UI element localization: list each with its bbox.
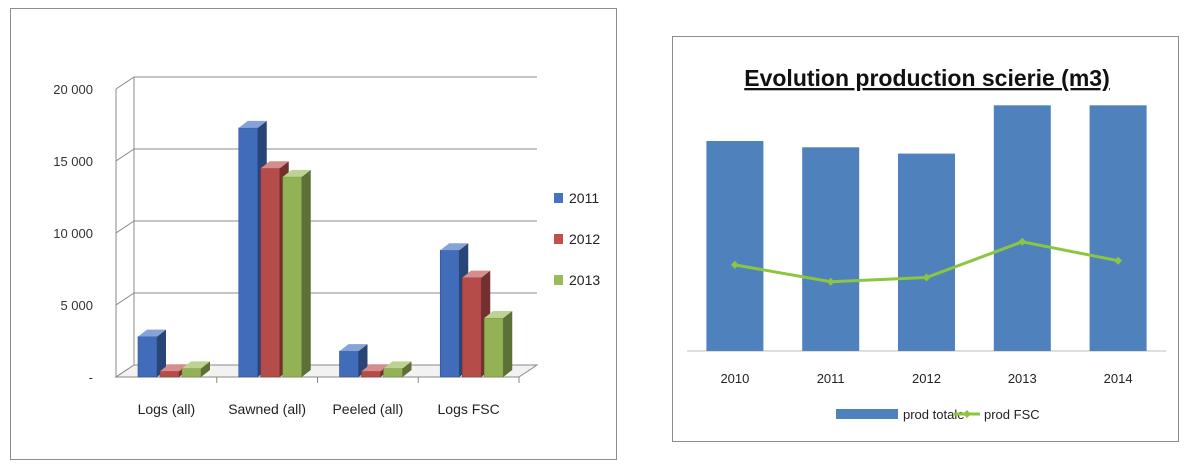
y-tick-label: - bbox=[89, 370, 93, 385]
line-point bbox=[1018, 237, 1027, 246]
bar bbox=[898, 153, 955, 351]
legend-marker bbox=[963, 410, 971, 418]
chart-panel-left: - 5 000 10 000 15 000 20 000 Logs (all) Sawned… bbox=[10, 8, 617, 460]
bar bbox=[439, 249, 460, 378]
bar bbox=[137, 336, 158, 378]
gridline-side bbox=[115, 220, 135, 234]
bar-top bbox=[339, 344, 368, 352]
legend-swatch bbox=[554, 234, 563, 244]
bar-side bbox=[402, 361, 412, 377]
x-tick-label: 2012 bbox=[912, 371, 941, 386]
y-tick-label: 10 000 bbox=[53, 226, 93, 241]
x-tick-label: Sawned (all) bbox=[228, 401, 306, 417]
x-tick-label: 2011 bbox=[817, 371, 845, 386]
bar bbox=[339, 350, 359, 378]
bar-top bbox=[238, 120, 267, 128]
bar bbox=[802, 147, 860, 351]
bar bbox=[993, 105, 1051, 351]
y-tick-label: 15 000 bbox=[53, 154, 93, 169]
bar-top bbox=[462, 270, 491, 278]
legend-swatch bbox=[554, 275, 563, 285]
bar-top bbox=[160, 364, 188, 372]
legend-swatch bbox=[836, 409, 898, 419]
bar bbox=[361, 370, 381, 378]
bar-side bbox=[201, 361, 210, 377]
bar bbox=[383, 368, 403, 378]
bar bbox=[483, 317, 504, 378]
line-point bbox=[1114, 256, 1123, 265]
gridline-side bbox=[115, 148, 135, 162]
legend-label: 2013 bbox=[569, 272, 600, 288]
x-tick-label: Logs (all) bbox=[138, 401, 196, 417]
bar bbox=[461, 277, 482, 378]
gridline-side bbox=[115, 76, 135, 90]
x-tick-label: Peeled (all) bbox=[332, 401, 403, 417]
legend-label: prod totale bbox=[903, 407, 964, 422]
bar-top bbox=[260, 161, 289, 169]
bar-top bbox=[484, 310, 513, 318]
bar bbox=[706, 141, 764, 351]
bar-side bbox=[157, 329, 166, 377]
bar bbox=[260, 167, 281, 378]
y-tick-label: 5 000 bbox=[60, 298, 93, 313]
legend-label: prod FSC bbox=[984, 407, 1040, 422]
bar-top bbox=[282, 169, 311, 177]
bar-top bbox=[361, 364, 390, 372]
y-tick-label: 20 000 bbox=[53, 82, 93, 97]
line-point bbox=[730, 260, 739, 269]
bar bbox=[1089, 105, 1147, 351]
line-point bbox=[922, 273, 931, 282]
bar bbox=[238, 127, 259, 378]
x-tick-label: 2013 bbox=[1008, 371, 1037, 386]
clustered-3d-bar-chart: - 5 000 10 000 15 000 20 000 Logs (all) Sawned… bbox=[53, 76, 600, 417]
bar bbox=[282, 176, 303, 378]
bar-side bbox=[301, 169, 311, 377]
chart-panel-right: Evolution production scierie (m3) 2010 201… bbox=[672, 36, 1179, 442]
bar-top bbox=[440, 243, 469, 251]
legend-label: 2012 bbox=[569, 231, 600, 247]
bar bbox=[159, 370, 180, 378]
bar bbox=[181, 368, 202, 378]
x-tick-label: 2010 bbox=[720, 371, 749, 386]
bar-side bbox=[503, 310, 513, 377]
bar-top bbox=[383, 361, 412, 369]
chart-title: Evolution production scierie (m3) bbox=[744, 65, 1109, 91]
x-tick-label: 2014 bbox=[1104, 371, 1133, 386]
legend-label: 2011 bbox=[569, 190, 599, 206]
legend-swatch bbox=[554, 193, 563, 203]
line-point bbox=[826, 277, 835, 286]
bar-top bbox=[138, 329, 166, 337]
gridline-side bbox=[115, 292, 135, 306]
x-tick-label: Logs FSC bbox=[438, 401, 500, 417]
bar-top bbox=[182, 361, 210, 369]
production-combo-chart: Evolution production scierie (m3) 2010 201… bbox=[687, 65, 1166, 422]
